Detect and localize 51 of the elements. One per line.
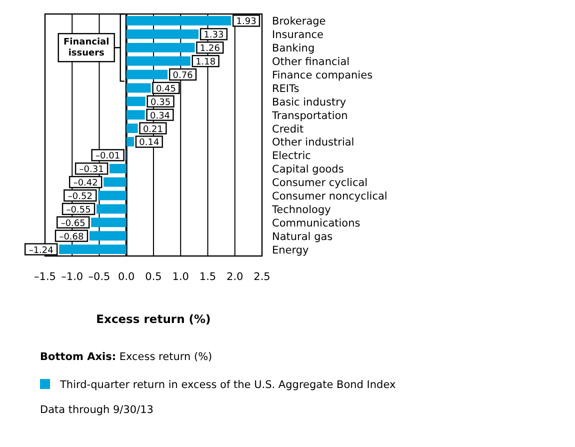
y-tick-label: REITs <box>272 82 300 95</box>
x-axis-title: Excess return (%) <box>96 312 211 326</box>
x-tick-label: –0.5 <box>88 271 110 283</box>
y-tick-label: Insurance <box>272 29 324 42</box>
x-tick-label: 0.5 <box>145 271 162 283</box>
y-tick-label: Other financial <box>272 56 350 68</box>
data-label: –0.55 <box>66 205 91 216</box>
data-label: 0.34 <box>150 111 170 122</box>
data-label: 0.14 <box>139 138 160 148</box>
x-tick-label: 1.0 <box>172 271 189 283</box>
data-label: –0.42 <box>73 178 98 189</box>
annotation: Financial issuers <box>64 38 110 59</box>
y-tick-label: Electric <box>272 150 312 162</box>
data-label: 0.35 <box>150 98 171 108</box>
x-tick-label: –1.0 <box>61 271 84 283</box>
y-tick-label: Natural gas <box>272 230 333 243</box>
legend-label: Third-quarter return in excess of the U.S. Aggregate Bond Index <box>59 379 396 391</box>
y-tick-label: Consumer noncyclical <box>272 190 388 202</box>
data-label: –0.68 <box>59 232 84 242</box>
x-tick-label: 2.5 <box>254 271 270 283</box>
y-tick-label: Technology <box>271 204 331 216</box>
y-tick-label: Basic industry <box>272 96 346 108</box>
y-tick-label: Communications <box>272 217 360 230</box>
data-label: 0.21 <box>142 124 163 135</box>
y-tick-label: Energy <box>272 244 309 256</box>
text: Data through 9/30/13 <box>40 404 154 416</box>
data-label: 0.45 <box>156 84 176 94</box>
y-tick-label: Finance companies <box>272 70 373 82</box>
data-label: 1.26 <box>200 44 220 54</box>
x-tick-label: 0.0 <box>118 271 135 283</box>
data-label: 1.33 <box>204 30 224 41</box>
x-tick-label: 2.0 <box>226 271 244 283</box>
y-tick-label: Transportation <box>271 110 348 122</box>
data-label: –0.31 <box>79 165 104 176</box>
data-label: –0.52 <box>68 192 92 202</box>
data-label: 1.93 <box>236 17 256 28</box>
data-label: –0.65 <box>60 218 86 229</box>
data-label: –1.24 <box>28 246 54 256</box>
x-tick-label: –1.5 <box>34 271 56 283</box>
y-tick-label: Credit <box>272 123 304 136</box>
x-tick-label: 1.5 <box>199 271 216 283</box>
data-label: 0.76 <box>172 71 194 81</box>
y-tick-label: Other industrial <box>272 136 354 149</box>
y-tick-label: Consumer cyclical <box>272 177 368 190</box>
data-label: 1.18 <box>196 58 216 68</box>
data-label: –0.01 <box>96 152 120 162</box>
text: Bottom Axis: Excess return (%) <box>40 351 212 363</box>
y-tick-label: Banking <box>272 42 315 55</box>
bar <box>126 137 134 146</box>
y-tick-label: Brokerage <box>272 16 326 28</box>
y-tick-label: Capital goods <box>272 164 344 176</box>
